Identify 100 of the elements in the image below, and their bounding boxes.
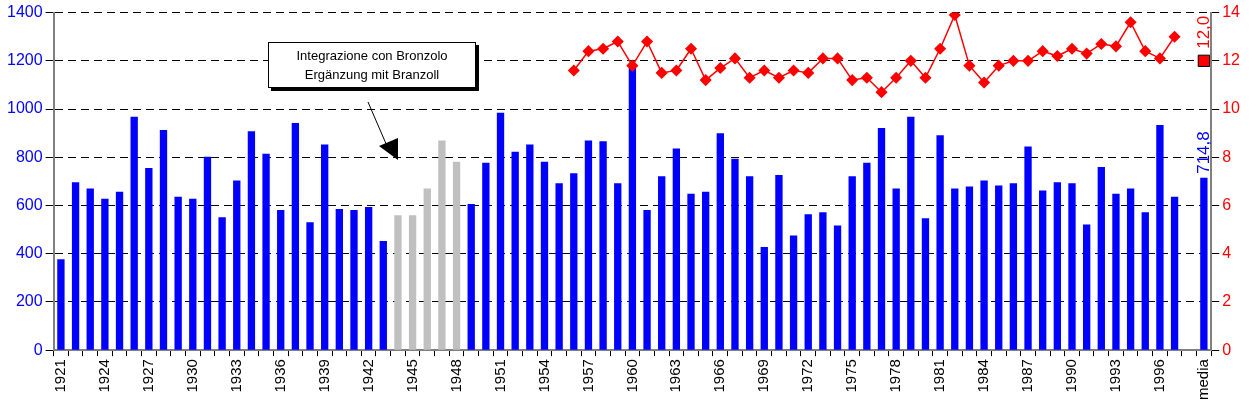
bar [291, 123, 300, 350]
bar [789, 235, 798, 350]
point [568, 64, 580, 77]
bar [115, 191, 124, 350]
point [934, 43, 946, 55]
bar [628, 67, 637, 350]
bar [1097, 166, 1105, 350]
bar [819, 212, 827, 350]
bar [540, 161, 549, 350]
x-tick-label: 1951 [490, 359, 508, 393]
x-tick-label: 1936 [270, 359, 288, 393]
bar [321, 144, 329, 350]
bar [877, 128, 886, 350]
bar [511, 151, 519, 350]
bar [555, 183, 563, 350]
y2-tick-label: 6 [1222, 195, 1232, 213]
point [1066, 43, 1078, 55]
point [641, 35, 653, 48]
bar [1024, 146, 1032, 350]
point [949, 12, 961, 21]
point [758, 64, 771, 77]
bar [350, 210, 358, 350]
bar [335, 209, 343, 350]
bar [101, 198, 109, 350]
point [831, 52, 844, 65]
x-tick-label: 1987 [1018, 359, 1036, 393]
x-tick-label: 1996 [1150, 359, 1168, 393]
bar [218, 217, 226, 350]
y2-tick-label: 0 [1222, 340, 1232, 358]
bar [921, 218, 930, 350]
bar [584, 140, 593, 350]
data-label: 12,0 [1193, 15, 1213, 49]
bar [687, 193, 695, 350]
bar [1156, 124, 1164, 350]
bar [702, 191, 710, 350]
bar [1068, 183, 1076, 350]
point [1110, 40, 1122, 53]
bar [467, 204, 475, 350]
point [1139, 45, 1152, 57]
bar [86, 188, 94, 350]
bar [277, 210, 285, 350]
point [714, 62, 727, 74]
x-tick-label: 1942 [358, 359, 376, 393]
point [1154, 52, 1166, 65]
point [685, 43, 697, 55]
bar [189, 198, 197, 350]
point [1036, 45, 1049, 57]
bar [980, 180, 988, 350]
bar [159, 130, 168, 350]
bar [203, 156, 212, 350]
bar [951, 188, 959, 350]
x-tick-label: 1939 [314, 359, 332, 393]
bar [936, 135, 944, 350]
point [1197, 54, 1211, 67]
point [699, 74, 712, 86]
y-tick-label: 1000 [7, 99, 43, 117]
point [992, 59, 1005, 72]
x-tick-label: 1966 [710, 359, 728, 393]
bar [965, 186, 974, 350]
bar [892, 188, 900, 350]
bar [306, 222, 314, 350]
y-tick-label: 1400 [7, 3, 43, 21]
y-tick-label: 200 [15, 292, 43, 310]
bar [1009, 183, 1018, 350]
y-tick-label: 1200 [7, 51, 43, 69]
point [626, 59, 639, 72]
x-tick-label: 1963 [666, 359, 684, 393]
x-tick-label: 1975 [842, 359, 860, 393]
point [729, 52, 741, 65]
y2-tick-label: 14 [1222, 3, 1241, 21]
x-tick-label: 1969 [754, 359, 772, 393]
bar [1082, 224, 1091, 350]
bar [745, 176, 754, 350]
point [670, 64, 683, 77]
point [802, 67, 814, 79]
data-label: 714,8 [1193, 131, 1213, 174]
bar [599, 141, 607, 350]
point [1168, 30, 1181, 43]
point [963, 59, 976, 72]
bar [775, 175, 783, 350]
point [612, 35, 624, 48]
bar [907, 116, 915, 350]
x-tick-label: 1927 [138, 359, 156, 393]
x-tick-label: 1978 [886, 359, 904, 393]
x-tick-label: 1954 [534, 359, 552, 393]
point [1124, 16, 1137, 28]
point [905, 55, 917, 67]
y-tick-label: 800 [15, 147, 43, 165]
bar [247, 131, 256, 350]
bar [643, 210, 651, 350]
point [1095, 38, 1108, 50]
x-tick-label: 1948 [446, 359, 464, 393]
bar [394, 215, 402, 350]
x-tick-label: 1981 [930, 359, 948, 393]
x-tick-label: 1957 [578, 359, 596, 393]
bar [1039, 190, 1047, 350]
x-tick-label: 1921 [51, 359, 69, 393]
y-tick-label: 600 [15, 195, 43, 213]
bar [174, 196, 182, 350]
bar [614, 183, 622, 350]
